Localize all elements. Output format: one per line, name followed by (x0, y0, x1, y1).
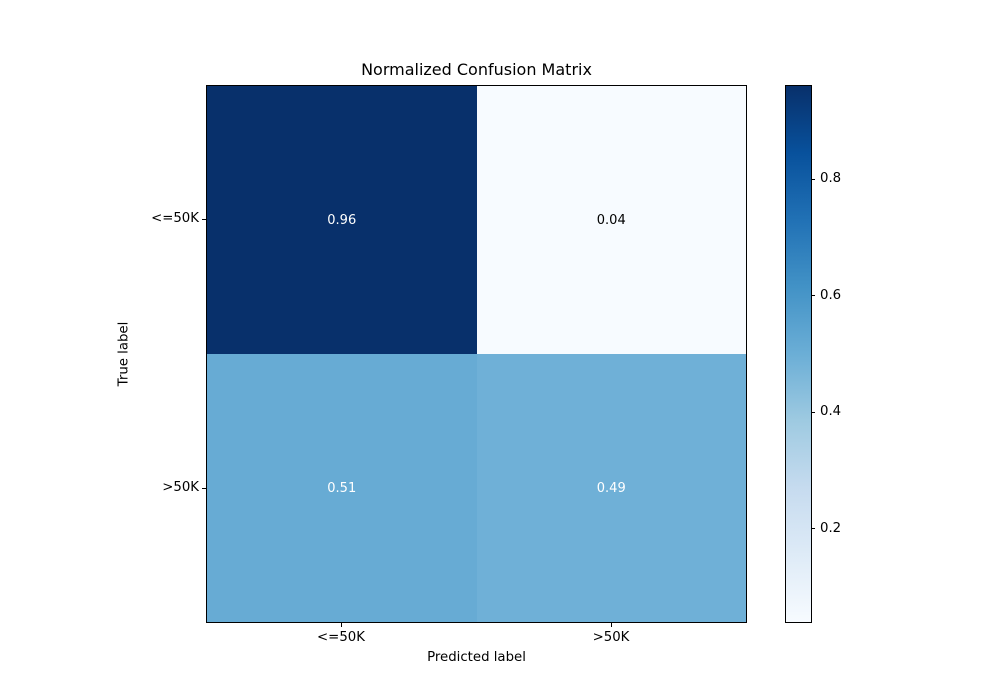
y-tick-mark (202, 488, 206, 489)
cell-value: 0.04 (596, 212, 626, 228)
colorbar-gradient (786, 86, 811, 622)
heatmap-plot-area: 0.96 0.04 0.51 0.49 (206, 85, 747, 623)
x-axis-label: Predicted label (427, 650, 526, 665)
heatmap-cell-r1c1: 0.49 (476, 354, 746, 622)
x-tick-label: <=50K (317, 630, 365, 645)
colorbar-tick-mark (811, 178, 815, 180)
chart-title: Normalized Confusion Matrix (361, 60, 592, 79)
colorbar-tick-label: 0.2 (820, 520, 842, 536)
cell-value: 0.51 (327, 480, 357, 496)
heatmap-cell-r1c0: 0.51 (207, 354, 477, 622)
colorbar: 0.8 0.6 0.4 0.2 (785, 85, 841, 623)
y-axis-label: True label (116, 321, 132, 387)
x-tick-mark (341, 623, 342, 627)
heatmap-cell-r0c1: 0.04 (476, 86, 746, 354)
colorbar-tick-mark (811, 411, 815, 413)
cell-value: 0.96 (327, 212, 357, 228)
heatmap-cell-r0c0: 0.96 (207, 86, 477, 354)
cell-value: 0.49 (596, 480, 626, 496)
colorbar-tick-mark (811, 295, 815, 297)
x-tick-label: >50K (592, 630, 630, 645)
x-tick-mark (611, 623, 612, 627)
y-tick-label: >50K (162, 480, 199, 495)
y-tick-mark (202, 219, 206, 220)
y-tick-label: <=50K (151, 211, 199, 226)
colorbar-tick-label: 0.6 (820, 287, 842, 303)
colorbar-tick-label: 0.8 (820, 171, 842, 187)
colorbar-tick-mark (811, 528, 815, 530)
colorbar-tick-label: 0.4 (820, 404, 842, 420)
